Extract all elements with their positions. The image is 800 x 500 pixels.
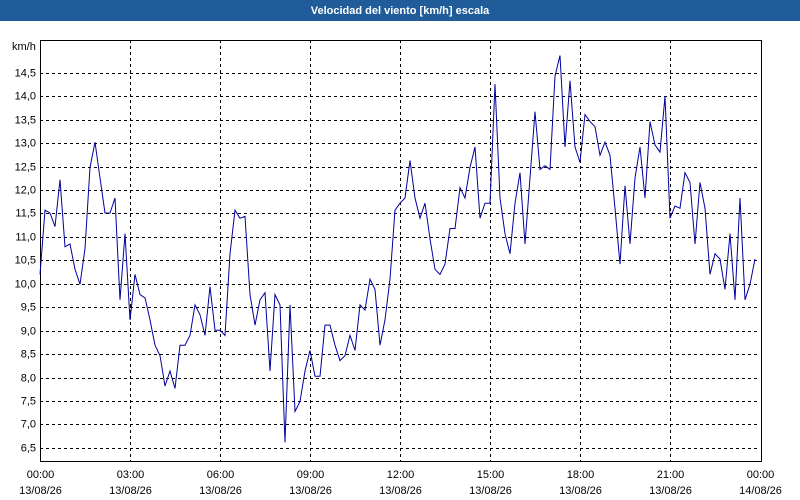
y-tick-label: 14,0 [15, 90, 36, 102]
x-tick-date: 13/08/26 [649, 485, 692, 497]
chart-title: Velocidad del viento [km/h] escala [311, 5, 490, 17]
x-tick-label: 15:00 [477, 469, 505, 481]
x-tick-label: 21:00 [657, 469, 685, 481]
x-tick-date: 13/08/26 [289, 485, 332, 497]
y-tick-label: 13,5 [15, 114, 36, 126]
y-tick-label: 12,0 [15, 184, 36, 196]
y-tick-label: 7,0 [21, 418, 36, 430]
x-tick-date: 13/08/26 [559, 485, 602, 497]
y-tick-label: 6,5 [21, 442, 36, 454]
data-line [39, 55, 756, 443]
x-tick-label: 00:00 [747, 469, 775, 481]
y-tick-label: 9,5 [21, 301, 36, 313]
y-tick-label: 11,5 [15, 207, 36, 219]
y-tick-label: 9,0 [21, 325, 36, 337]
y-tick-label: 8,0 [21, 372, 36, 384]
x-tick-date: 13/08/26 [19, 485, 62, 497]
x-tick-date: 13/08/26 [199, 485, 242, 497]
x-tick-date: 13/08/26 [469, 485, 512, 497]
x-tick-label: 03:00 [117, 469, 145, 481]
title-bar [0, 0, 800, 21]
y-tick-label: 13,0 [15, 137, 36, 149]
y-tick-label: 10,0 [15, 278, 36, 290]
x-tick-label: 09:00 [297, 469, 325, 481]
y-tick-label: 8,5 [21, 348, 36, 360]
y-tick-label: 11,0 [15, 231, 36, 243]
y-tick-label: 7,5 [21, 395, 36, 407]
x-tick-label: 18:00 [567, 469, 595, 481]
x-tick-label: 12:00 [387, 469, 415, 481]
x-tick-label: 06:00 [207, 469, 235, 481]
y-tick-label: 10,5 [15, 254, 36, 266]
x-tick-date: 13/08/26 [379, 485, 422, 497]
x-tick-date: 14/08/26 [739, 485, 782, 497]
y-tick-label: 14,5 [15, 67, 36, 79]
y-tick-label: 12,5 [15, 161, 36, 173]
x-tick-date: 13/08/26 [109, 485, 152, 497]
x-tick-label: 00:00 [27, 469, 55, 481]
y-axis-label: km/h [12, 41, 36, 53]
